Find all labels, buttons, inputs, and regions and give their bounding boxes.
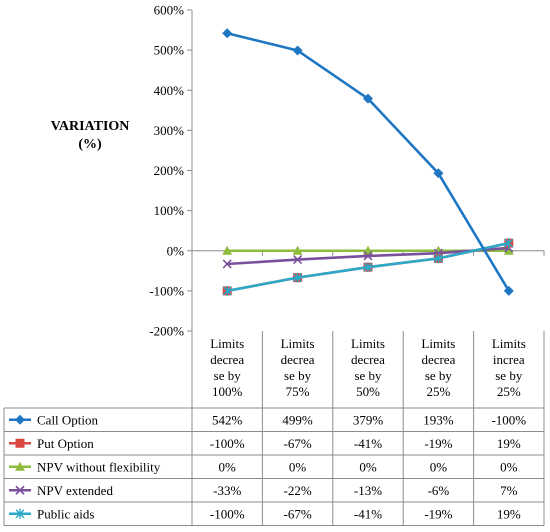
table-cell-value: -67% xyxy=(284,436,312,451)
y-axis-title: VARIATION xyxy=(50,119,130,134)
table-cell-value: -19% xyxy=(424,436,452,451)
table-cell-value: -100% xyxy=(491,412,526,427)
x-category-label: Limits xyxy=(281,336,315,351)
x-category-label: 25% xyxy=(426,384,450,399)
npv-without-flexibility-point xyxy=(15,461,25,471)
npv-without-flexibility-point xyxy=(222,245,233,255)
table-cell-value: -6% xyxy=(428,483,450,498)
x-category-label: se by xyxy=(214,368,242,383)
table-cell-value: -41% xyxy=(354,506,382,521)
y-axis-label: VARIATION (%) xyxy=(38,118,142,154)
public-aids-point xyxy=(222,285,232,296)
public-aids-point xyxy=(293,272,303,283)
x-category-label: se by xyxy=(425,368,453,383)
y-tick-label: 200% xyxy=(154,163,185,178)
x-category-label: Limits xyxy=(210,336,244,351)
y-tick-label: 400% xyxy=(154,83,185,98)
table-cell-value: 0% xyxy=(500,459,518,474)
table-cell-value: 0% xyxy=(430,459,448,474)
public-aids-point xyxy=(504,238,514,249)
table-cell-value: -100% xyxy=(210,436,245,451)
call-option-point xyxy=(503,285,514,296)
table-cell-value: 0% xyxy=(289,459,307,474)
y-tick-label: -200% xyxy=(149,324,184,339)
legend-series-name: Public aids xyxy=(37,506,94,521)
table-cell-value: 0% xyxy=(219,459,237,474)
call-option-point xyxy=(292,45,303,56)
x-category-label: 75% xyxy=(286,384,310,399)
x-category-label: decrea xyxy=(421,352,455,367)
x-category-label: 100% xyxy=(212,384,243,399)
public-aids-point xyxy=(15,508,25,519)
x-category-label: 50% xyxy=(356,384,380,399)
npv-without-flexibility-point xyxy=(503,245,514,255)
y-axis-unit: (%) xyxy=(78,137,102,152)
public-aids-point xyxy=(363,262,373,273)
public-aids-point xyxy=(433,253,443,264)
x-category-label: se by xyxy=(354,368,382,383)
table-cell-value: 19% xyxy=(497,436,521,451)
table-cell-value: 0% xyxy=(359,459,377,474)
table-cell-value: 379% xyxy=(353,412,384,427)
y-tick-label: 500% xyxy=(154,43,185,58)
table-cell-value: -33% xyxy=(213,483,241,498)
y-tick-label: -100% xyxy=(149,283,184,298)
x-category-label: decrea xyxy=(210,352,244,367)
table-cell-value: -13% xyxy=(354,483,382,498)
x-category-label: increa xyxy=(493,352,525,367)
table-cell-value: -41% xyxy=(354,436,382,451)
table-cell-value: -19% xyxy=(424,506,452,521)
x-category-label: decrea xyxy=(351,352,385,367)
npv-extended-point xyxy=(363,251,373,261)
y-tick-label: 600% xyxy=(154,3,185,18)
x-category-label: 25% xyxy=(497,384,521,399)
table-cell-value: 499% xyxy=(282,412,313,427)
call-option-point xyxy=(363,93,373,104)
npv-without-flexibility-point xyxy=(292,245,303,255)
put-option-point xyxy=(15,438,25,448)
x-category-label: se by xyxy=(495,368,523,383)
call-option-point xyxy=(222,28,233,39)
call-option-point xyxy=(15,414,25,425)
table-cell-value: -67% xyxy=(284,506,312,521)
x-category-label: Limits xyxy=(421,336,455,351)
y-tick-label: 100% xyxy=(154,203,185,218)
table-cell-value: 7% xyxy=(500,483,518,498)
x-category-label: Limits xyxy=(492,336,526,351)
table-cell-value: -100% xyxy=(210,506,245,521)
legend-series-name: Put Option xyxy=(37,436,94,451)
npv-extended-point xyxy=(293,255,303,265)
npv-extended-point xyxy=(15,485,25,495)
table-cell-value: 542% xyxy=(212,412,243,427)
npv-extended-point xyxy=(222,259,232,269)
legend-series-name: NPV extended xyxy=(37,483,113,498)
table-cell-value: 193% xyxy=(423,412,454,427)
x-category-label: Limits xyxy=(351,336,385,351)
table-cell-value: 19% xyxy=(497,506,521,521)
legend-series-name: NPV without flexibility xyxy=(37,459,161,474)
x-category-label: se by xyxy=(284,368,312,383)
y-tick-label: 300% xyxy=(154,123,185,138)
call-option-point xyxy=(433,168,444,179)
y-tick-label: 0% xyxy=(167,243,185,258)
legend-series-name: Call Option xyxy=(37,412,99,427)
table-cell-value: -22% xyxy=(284,483,312,498)
x-category-label: decrea xyxy=(281,352,315,367)
